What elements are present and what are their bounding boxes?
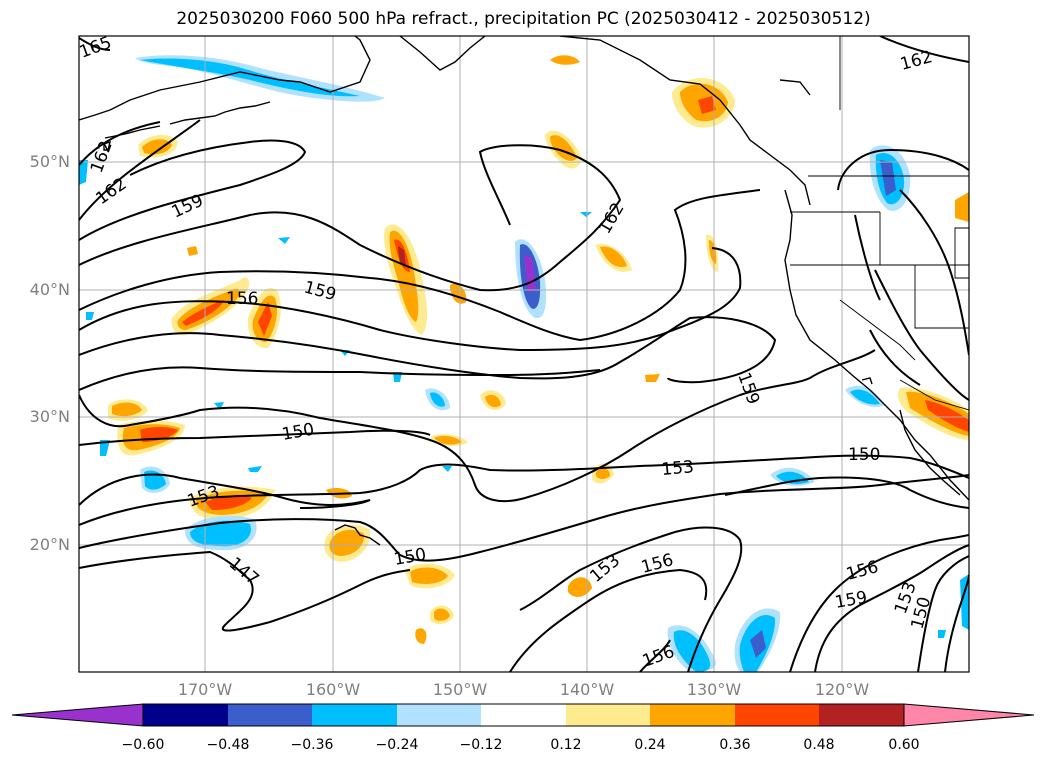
colorbar-tick-label: 0.12: [550, 737, 582, 753]
lon-label: 130°W: [686, 680, 742, 699]
colorbar-bin: [819, 704, 904, 726]
lon-label: 120°W: [814, 680, 870, 699]
colorbar-tick-label: 0.60: [888, 737, 920, 753]
lon-label: 160°W: [305, 680, 361, 699]
contour-label: 150: [848, 445, 880, 465]
colorbar-bin: [228, 704, 312, 726]
gridlines: [79, 36, 969, 672]
lon-label: 140°W: [559, 680, 615, 699]
colorbar-bin: [143, 704, 228, 726]
colorbar: [11, 703, 1035, 727]
map-border: [78, 35, 970, 673]
colorbar-tick-label: 0.36: [719, 737, 751, 753]
lat-label: 50°N: [29, 152, 70, 171]
colorbar-bin: [312, 704, 397, 726]
colorbar-tick-label: −0.12: [459, 737, 503, 753]
refractivity-contours: [79, 36, 969, 672]
colorbar-extend-high: [903, 703, 1035, 727]
colorbar-tick-label: 0.24: [634, 737, 666, 753]
colorbar-bin: [650, 704, 735, 726]
lon-label: 150°W: [432, 680, 488, 699]
colorbar-bin: [481, 704, 566, 726]
lon-label: 170°W: [177, 680, 233, 699]
colorbar-tick-label: −0.24: [375, 737, 419, 753]
colorbar-bin: [397, 704, 481, 726]
borders: [790, 36, 969, 411]
lat-label: 40°N: [29, 280, 70, 299]
colorbar-tick-label: −0.48: [206, 737, 250, 753]
colorbar-extend-low: [11, 703, 144, 727]
colorbar-bin: [566, 704, 650, 726]
colorbar-tick-label: 0.48: [803, 737, 835, 753]
lat-label: 20°N: [29, 535, 70, 554]
contour-label: 156: [226, 289, 258, 309]
colorbar-tick-label: −0.36: [290, 737, 334, 753]
precip-shading: [79, 55, 969, 672]
coastlines: [79, 36, 969, 546]
colorbar-bin: [735, 704, 819, 726]
map-title: 2025030200 F060 500 hPa refract., precip…: [176, 9, 871, 29]
lat-label: 30°N: [29, 407, 70, 426]
map-area: [79, 36, 969, 672]
colorbar-tick-label: −0.60: [121, 737, 165, 753]
contour-label: 153: [661, 457, 695, 480]
